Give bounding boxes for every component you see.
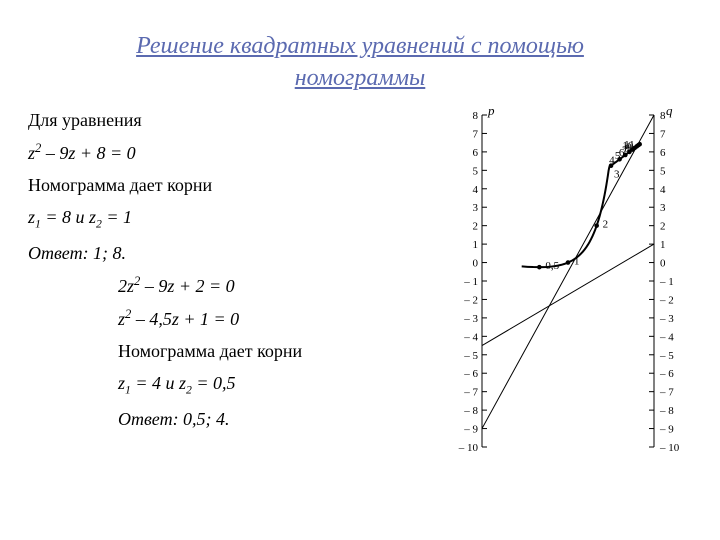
svg-text:4: 4 — [473, 184, 479, 196]
svg-text:– 1: – 1 — [659, 276, 674, 288]
svg-text:0: 0 — [473, 257, 479, 269]
svg-text:– 9: – 9 — [463, 423, 478, 435]
svg-text:4: 4 — [660, 184, 666, 196]
svg-text:– 7: – 7 — [659, 386, 674, 398]
nomogram-svg: pq876543210– 1– 2– 3– 4– 5– 6– 7– 8– 9– … — [442, 107, 692, 467]
line-1: Для уравнения — [28, 107, 434, 133]
svg-text:3: 3 — [660, 202, 666, 214]
svg-text:– 6: – 6 — [463, 368, 478, 380]
svg-text:11: 11 — [624, 139, 635, 151]
svg-text:– 5: – 5 — [659, 350, 674, 362]
svg-text:2: 2 — [603, 218, 609, 230]
svg-text:– 10: – 10 — [659, 442, 680, 454]
slide: { "title": { "line1": "Решение квадратны… — [0, 0, 720, 540]
svg-text:– 1: – 1 — [463, 276, 478, 288]
svg-text:1: 1 — [660, 239, 666, 251]
line-8: Номограмма дает корни — [28, 338, 434, 364]
slide-body: Для уравнения z2 – 9z + 8 = 0 Номограмма… — [28, 107, 692, 467]
svg-text:– 2: – 2 — [463, 294, 478, 306]
svg-text:– 9: – 9 — [659, 423, 674, 435]
svg-text:2: 2 — [473, 220, 479, 232]
line-6: 2z2 – 9z + 2 = 0 — [28, 272, 434, 299]
text-column: Для уравнения z2 – 9z + 8 = 0 Номограмма… — [28, 107, 442, 438]
svg-text:– 8: – 8 — [659, 405, 674, 417]
svg-text:– 2: – 2 — [659, 294, 674, 306]
line-4: z1 = 8 и z2 = 1 — [28, 204, 434, 234]
svg-text:1: 1 — [473, 239, 479, 251]
svg-text:3: 3 — [473, 202, 479, 214]
line-2: z2 – 9z + 8 = 0 — [28, 139, 434, 166]
svg-text:5: 5 — [660, 165, 666, 177]
svg-text:q: q — [666, 107, 673, 118]
svg-text:– 3: – 3 — [463, 313, 478, 325]
svg-text:6: 6 — [660, 147, 666, 159]
nomogram-chart: pq876543210– 1– 2– 3– 4– 5– 6– 7– 8– 9– … — [442, 107, 692, 467]
line-3: Номограмма дает корни — [28, 172, 434, 198]
svg-text:– 5: – 5 — [463, 350, 478, 362]
line-5: Ответ: 1; 8. — [28, 240, 434, 266]
svg-text:– 8: – 8 — [463, 405, 478, 417]
svg-text:0,5: 0,5 — [545, 260, 559, 272]
svg-text:– 4: – 4 — [659, 331, 674, 343]
svg-text:2: 2 — [660, 220, 666, 232]
title-line-1: Решение квадратных уравнений с помощью — [136, 33, 584, 59]
svg-text:6: 6 — [473, 147, 479, 159]
slide-title: Решение квадратных уравнений с помощью н… — [28, 30, 692, 95]
line-9: z1 = 4 и z2 = 0,5 — [28, 370, 434, 400]
svg-text:1: 1 — [574, 255, 580, 267]
svg-text:8: 8 — [660, 110, 666, 122]
svg-text:– 4: – 4 — [463, 331, 478, 343]
svg-text:– 7: – 7 — [463, 386, 478, 398]
line-10: Ответ: 0,5; 4. — [28, 406, 434, 432]
svg-text:– 3: – 3 — [659, 313, 674, 325]
title-line-2: номограммы — [295, 65, 426, 91]
svg-text:– 10: – 10 — [458, 442, 479, 454]
svg-text:5: 5 — [473, 165, 479, 177]
svg-text:– 6: – 6 — [659, 368, 674, 380]
svg-text:7: 7 — [660, 128, 666, 140]
svg-text:p: p — [487, 107, 495, 118]
svg-text:0: 0 — [660, 257, 666, 269]
line-7: z2 – 4,5z + 1 = 0 — [28, 305, 434, 332]
svg-text:8: 8 — [473, 110, 479, 122]
svg-text:7: 7 — [473, 128, 479, 140]
